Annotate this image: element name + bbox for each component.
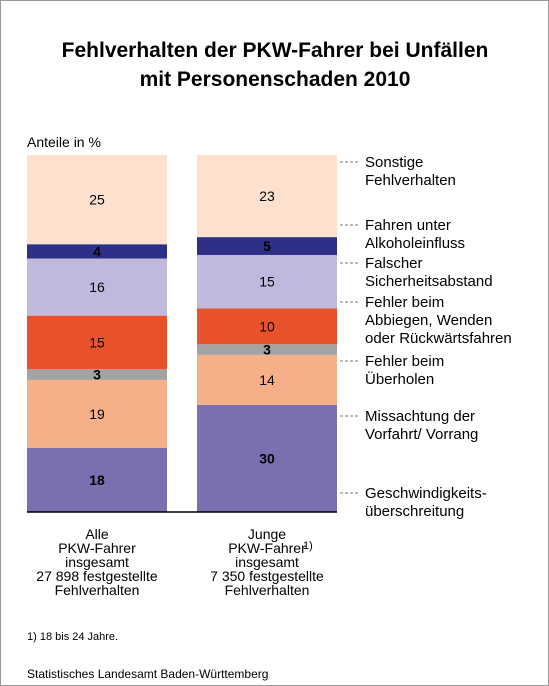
bar-segment <box>27 315 167 370</box>
data-label: 23 <box>259 188 275 204</box>
data-label: 3 <box>93 367 101 383</box>
bar-segment <box>197 404 337 512</box>
data-label: 15 <box>259 274 275 290</box>
legend-label: Fahren unter Alkoholeinfluss <box>365 217 465 252</box>
data-label: 3 <box>263 342 271 358</box>
data-label: 15 <box>89 334 105 350</box>
x-tick-label: Alle PKW-Fahrer insgesamt 27 898 festgestel… <box>36 526 158 598</box>
chart-title: Fehlverhalten der PKW-Fahrer bei Unfälle… <box>62 39 489 91</box>
data-label: 4 <box>93 243 101 259</box>
legend-label: Missachtung der Vorfahrt/ Vorrang <box>365 408 478 443</box>
category-note: 1) <box>303 540 313 552</box>
legend-label: Geschwindigkeits-überschreitung <box>365 485 487 520</box>
bar-segment <box>197 155 337 238</box>
bar-segment <box>197 344 337 355</box>
legend-label: Fehler beim Überholen <box>365 353 444 388</box>
legend-label: Sonstige Fehlverhalten <box>365 154 456 189</box>
data-label: 25 <box>89 192 105 208</box>
data-label: 18 <box>89 472 105 488</box>
data-label: 16 <box>89 279 105 295</box>
data-label: 30 <box>259 450 275 466</box>
bar-segment <box>197 354 337 405</box>
bar-segment <box>197 237 337 255</box>
data-label: 5 <box>263 238 271 254</box>
data-label: 10 <box>259 318 275 334</box>
bar-segment <box>27 379 167 448</box>
legend-label: Falscher Sicherheitsabstand <box>365 255 493 290</box>
source: Statistisches Landesamt Baden-Württember… <box>27 667 268 681</box>
data-label: 14 <box>259 372 275 388</box>
bar-segment <box>197 308 337 345</box>
footnote: 1) 18 bis 24 Jahre. <box>27 631 118 643</box>
y-axis-label: Anteile in % <box>27 134 101 150</box>
bar-segment <box>27 155 167 245</box>
legend-label: Fehler beim Abbiegen, Wenden oder Rückwärt… <box>365 294 512 347</box>
bar-segment <box>27 447 167 512</box>
bar-segment <box>27 258 167 316</box>
bar-segment <box>27 369 167 380</box>
bar-segment <box>197 254 337 309</box>
bar-segment <box>27 244 167 259</box>
data-label: 19 <box>89 406 105 422</box>
x-tick-label: Junge PKW-Fahrer insgesamt 7 350 festgestel… <box>210 526 324 598</box>
